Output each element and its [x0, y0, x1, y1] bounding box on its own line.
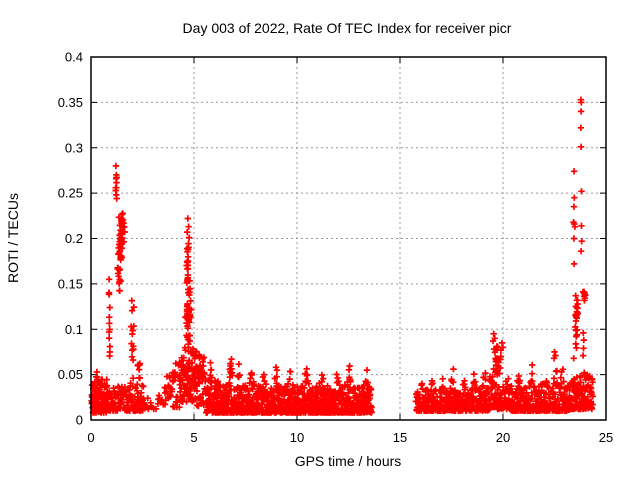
y-tick-label-0.35: 0.35: [58, 95, 83, 110]
scatter-points: [88, 96, 596, 416]
y-tick-label-0.3: 0.3: [65, 140, 83, 155]
y-tick-label-0.15: 0.15: [58, 276, 83, 291]
y-tick-label-0.4: 0.4: [65, 50, 83, 65]
x-tick-label-25: 25: [599, 430, 613, 445]
chart-title: Day 003 of 2022, Rate Of TEC Index for r…: [183, 20, 512, 36]
x-tick-label-10: 10: [290, 430, 304, 445]
y-tick-label-0.05: 0.05: [58, 367, 83, 382]
y-tick-label-0.25: 0.25: [58, 186, 83, 201]
y-tick-label-0.2: 0.2: [65, 231, 83, 246]
x-tick-label-0: 0: [87, 430, 94, 445]
y-tick-label-0: 0: [76, 413, 83, 428]
x-axis-label: GPS time / hours: [295, 453, 402, 469]
x-tick-label-5: 5: [190, 430, 197, 445]
x-tick-label-15: 15: [393, 430, 407, 445]
x-tick-label-20: 20: [496, 430, 510, 445]
plot-border: [90, 56, 607, 421]
y-axis-label: ROTI / TECUs: [5, 193, 21, 283]
tick-labels: 0 0.05 0.1 0.15 0.2 0.25 0.3 0.35 0.4 0 5 10 15 20 25: [58, 50, 614, 446]
y-tick-label-0.1: 0.1: [65, 322, 83, 337]
